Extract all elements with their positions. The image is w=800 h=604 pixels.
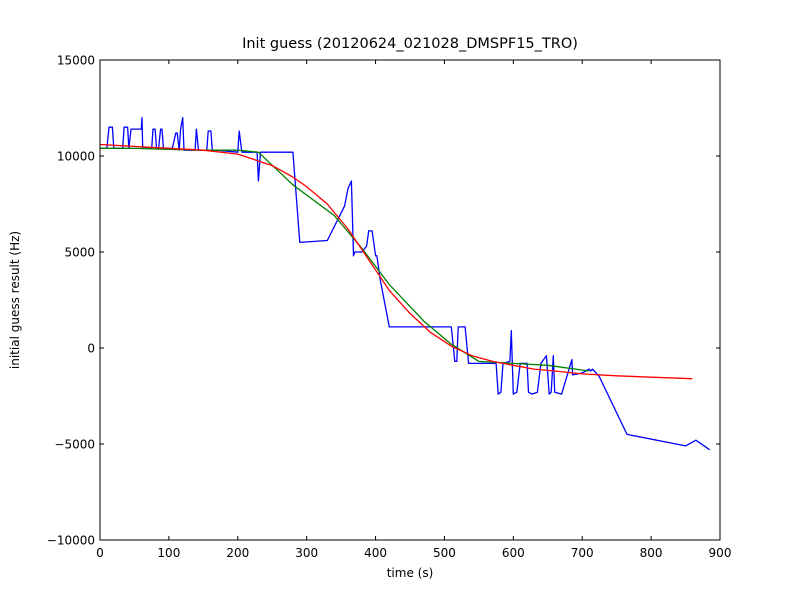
x-tick-label: 700 (571, 546, 594, 560)
x-tick-label: 800 (640, 546, 663, 560)
x-tick-label: 300 (295, 546, 318, 560)
x-tick-label: 900 (709, 546, 732, 560)
y-axis-label: initial guess result (Hz) (8, 231, 22, 369)
plot-frame (99, 59, 721, 541)
y-tick-label: 0 (87, 342, 95, 356)
x-tick-label: 600 (502, 546, 525, 560)
series-line-1 (100, 116, 711, 451)
y-tick-label: −10000 (47, 534, 95, 548)
y-tick-label: 5000 (64, 246, 95, 260)
x-axis-label: time (s) (387, 566, 434, 580)
y-tick-label: 10000 (57, 150, 95, 164)
x-tick-label: 100 (157, 546, 180, 560)
series-line-3 (100, 143, 693, 380)
x-tick-label: 400 (364, 546, 387, 560)
tick-layer: 0 100 200 300 400 500 600 700 800 900 −10000 −5000 0… (47, 54, 732, 561)
x-tick-label: 200 (226, 546, 249, 560)
x-tick-label: 500 (433, 546, 456, 560)
y-tick-label: 15000 (57, 54, 95, 68)
x-tick-label: 0 (96, 546, 104, 560)
y-tick-label: −5000 (54, 438, 95, 452)
series-layer (100, 116, 711, 451)
chart-title: Init guess (20120624_021028_DMSPF15_TRO) (242, 36, 578, 52)
